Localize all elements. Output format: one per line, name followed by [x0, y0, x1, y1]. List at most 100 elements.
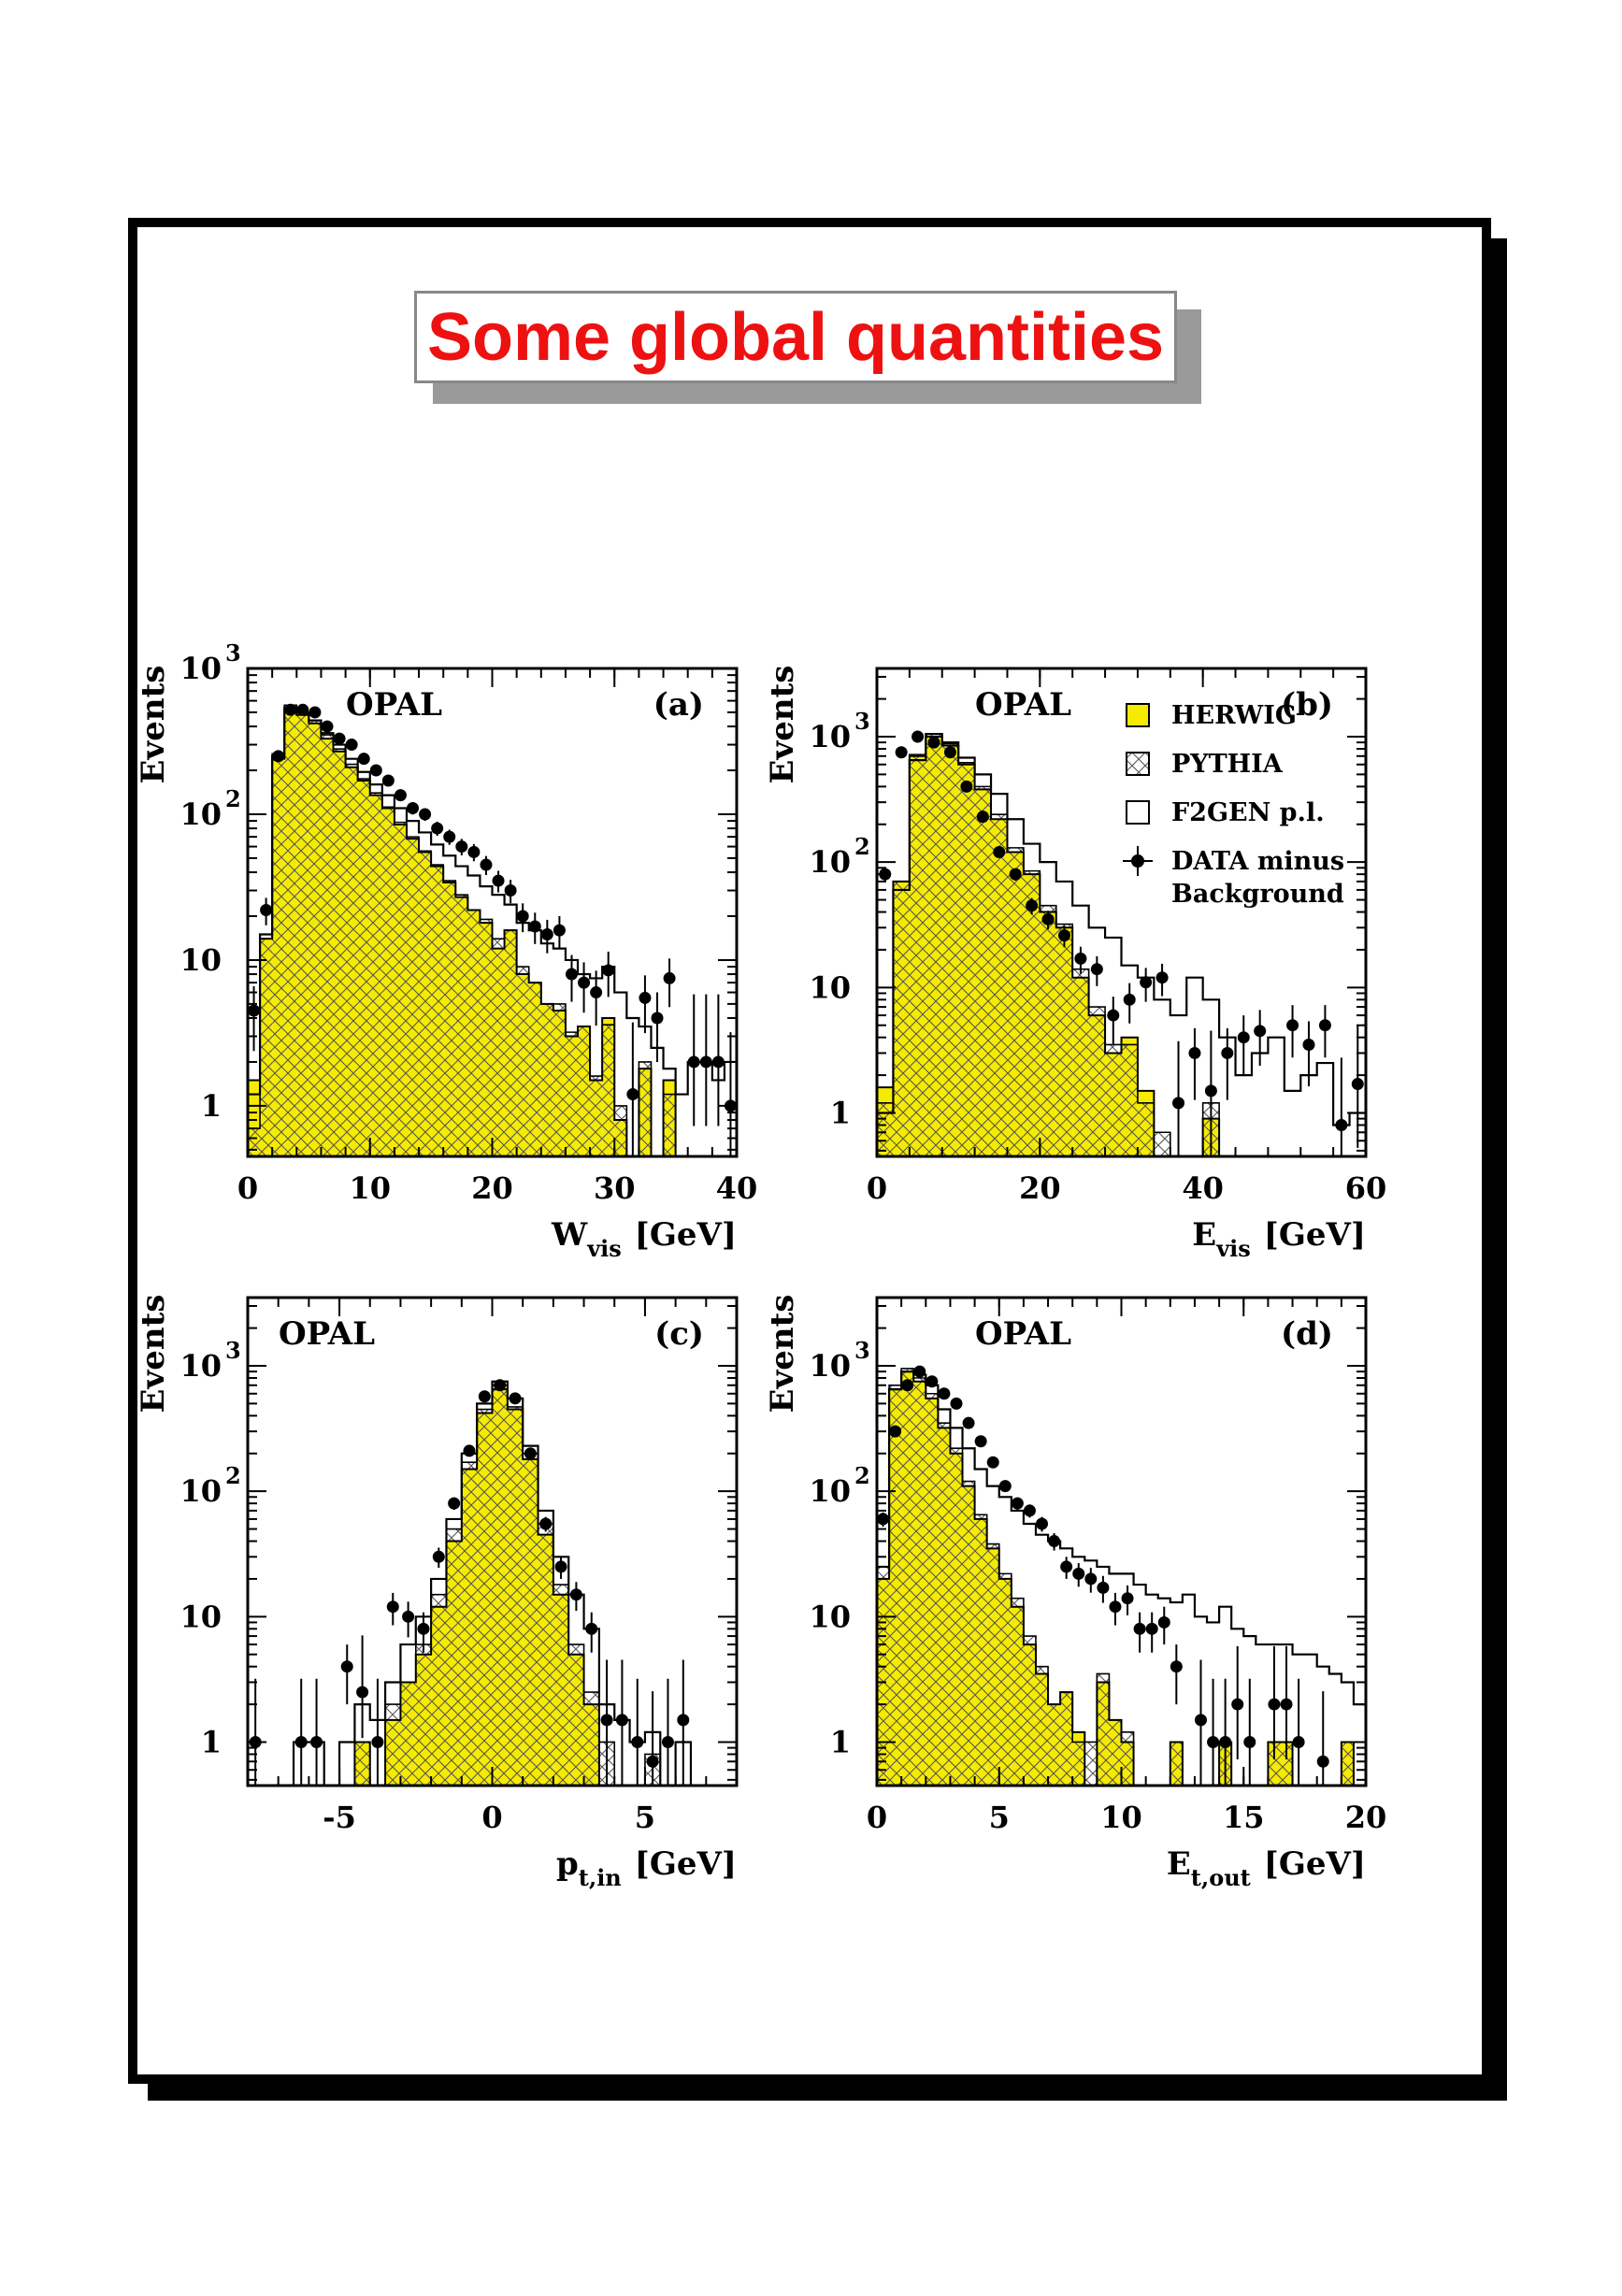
pythia-bar-b: [941, 743, 959, 1156]
data-point-b: [1335, 1118, 1348, 1131]
data-point-c: [356, 1686, 369, 1699]
data-point-d: [889, 1425, 902, 1438]
x-tick-label-d: 15: [1223, 1800, 1265, 1835]
data-point-d: [962, 1416, 975, 1429]
pythia-bar-b: [1040, 905, 1056, 1156]
data-point-d: [938, 1387, 951, 1400]
pythia-bar-a: [357, 779, 370, 1156]
x-tick-label-a: 30: [594, 1170, 636, 1206]
pythia-bar-c: [446, 1528, 462, 1786]
pythia-bar-d: [962, 1481, 975, 1786]
data-point-b: [960, 780, 973, 793]
legend-label: PYTHIA: [1171, 750, 1284, 779]
experiment-label-a: OPAL: [346, 686, 442, 724]
data-point-c: [569, 1588, 582, 1601]
data-point-d: [1060, 1560, 1073, 1573]
pythia-bar-a: [614, 1105, 627, 1156]
data-point-d: [1011, 1497, 1024, 1510]
y-tick-label-a: 10: [179, 942, 222, 978]
data-point-b: [1302, 1038, 1315, 1051]
experiment-label-d: OPAL: [975, 1315, 1071, 1353]
panel-label-b: (b): [1281, 686, 1333, 724]
data-point-d: [1316, 1755, 1329, 1768]
pythia-bar-d: [889, 1385, 902, 1786]
x-axis-label-var-d: E: [1167, 1845, 1191, 1883]
pythia-bar-a: [565, 1032, 579, 1156]
data-point-b: [1204, 1084, 1217, 1098]
x-axis-label-c: pt,in [GeV]: [556, 1845, 737, 1891]
data-point-d: [998, 1480, 1012, 1493]
pythia-bar-c: [583, 1692, 599, 1786]
data-point-c: [494, 1379, 507, 1392]
legend-swatch-herwig: [1126, 703, 1150, 727]
x-tick-label-d: 10: [1100, 1800, 1142, 1835]
data-point-a: [540, 927, 553, 940]
data-point-c: [661, 1735, 674, 1748]
data-point-b: [943, 746, 956, 759]
data-point-d: [1036, 1517, 1049, 1530]
x-tick-label-a: 10: [349, 1170, 391, 1206]
pythia-bar-d: [913, 1377, 926, 1786]
data-point-a: [443, 830, 456, 843]
data-point-c: [371, 1735, 384, 1748]
data-point-d: [1243, 1735, 1256, 1748]
y-axis-label-d: Events: [764, 1295, 801, 1413]
pythia-bar-d: [1109, 1719, 1122, 1786]
x-tick-label-b: 0: [867, 1170, 887, 1206]
data-point-d: [1145, 1622, 1158, 1635]
x-axis-label-unit-b: [GeV]: [1264, 1216, 1366, 1254]
x-tick-label-a: 20: [471, 1170, 513, 1206]
data-point-a: [651, 1012, 664, 1025]
pythia-bar-c: [354, 1742, 370, 1786]
data-point-c: [677, 1714, 690, 1727]
data-point-b: [1041, 912, 1055, 926]
pythia-bar-a: [284, 705, 297, 1156]
pythia-bar-c: [523, 1453, 538, 1786]
data-point-a: [687, 1055, 700, 1069]
pythia-bar-b: [1023, 870, 1041, 1156]
data-point-d: [1268, 1698, 1281, 1711]
pythia-bar-b: [1055, 924, 1073, 1156]
pythia-bar-b: [1121, 1044, 1138, 1156]
x-tick-label-a: 0: [237, 1170, 258, 1206]
y-tick-label-a: 10: [179, 796, 222, 832]
x-tick-label-b: 20: [1019, 1170, 1061, 1206]
x-axis-label-unit-c: [GeV]: [635, 1845, 737, 1883]
data-point-c: [340, 1660, 353, 1673]
data-point-c: [524, 1447, 537, 1460]
pythia-bar-d: [877, 1566, 890, 1786]
data-point-a: [296, 703, 309, 716]
pythia-bar-d: [1280, 1742, 1293, 1786]
y-tick-label-b: 10: [809, 969, 851, 1005]
data-point-b: [976, 811, 989, 824]
pythia-bar-d: [1011, 1598, 1024, 1786]
y-tick-label-c: 10: [179, 1348, 222, 1384]
y-tick-label-d: 10: [809, 1348, 851, 1384]
pythia-bar-b: [1154, 1132, 1170, 1156]
data-point-d: [901, 1379, 914, 1392]
legend-label-line2: Background: [1171, 880, 1344, 909]
data-point-a: [345, 739, 358, 752]
data-point-d: [1207, 1735, 1220, 1748]
data-point-c: [585, 1622, 598, 1635]
pythia-bar-a: [553, 1003, 566, 1156]
pythia-bar-b: [958, 762, 975, 1156]
x-axis-label-unit-a: [GeV]: [635, 1216, 737, 1254]
x-tick-label-d: 5: [989, 1800, 1010, 1835]
data-point-a: [504, 884, 517, 897]
pythia-bar-d: [1341, 1742, 1354, 1786]
data-point-c: [478, 1390, 491, 1403]
legend-label: DATA minus: [1171, 847, 1344, 876]
y-axis-label-a: Events: [135, 666, 172, 784]
y-tick-label-c: 1: [201, 1724, 222, 1759]
pythia-bar-b: [991, 814, 1008, 1156]
pythia-bar-a: [492, 939, 505, 1156]
data-point-c: [463, 1444, 476, 1457]
data-point-a: [480, 858, 493, 871]
f2gen-line-c: [248, 1380, 737, 1787]
pythia-bar-c: [492, 1385, 508, 1786]
data-point-b: [1286, 1019, 1299, 1032]
pythia-bar-b: [877, 1102, 894, 1156]
y-tick-exponent-b: 2: [854, 833, 870, 860]
